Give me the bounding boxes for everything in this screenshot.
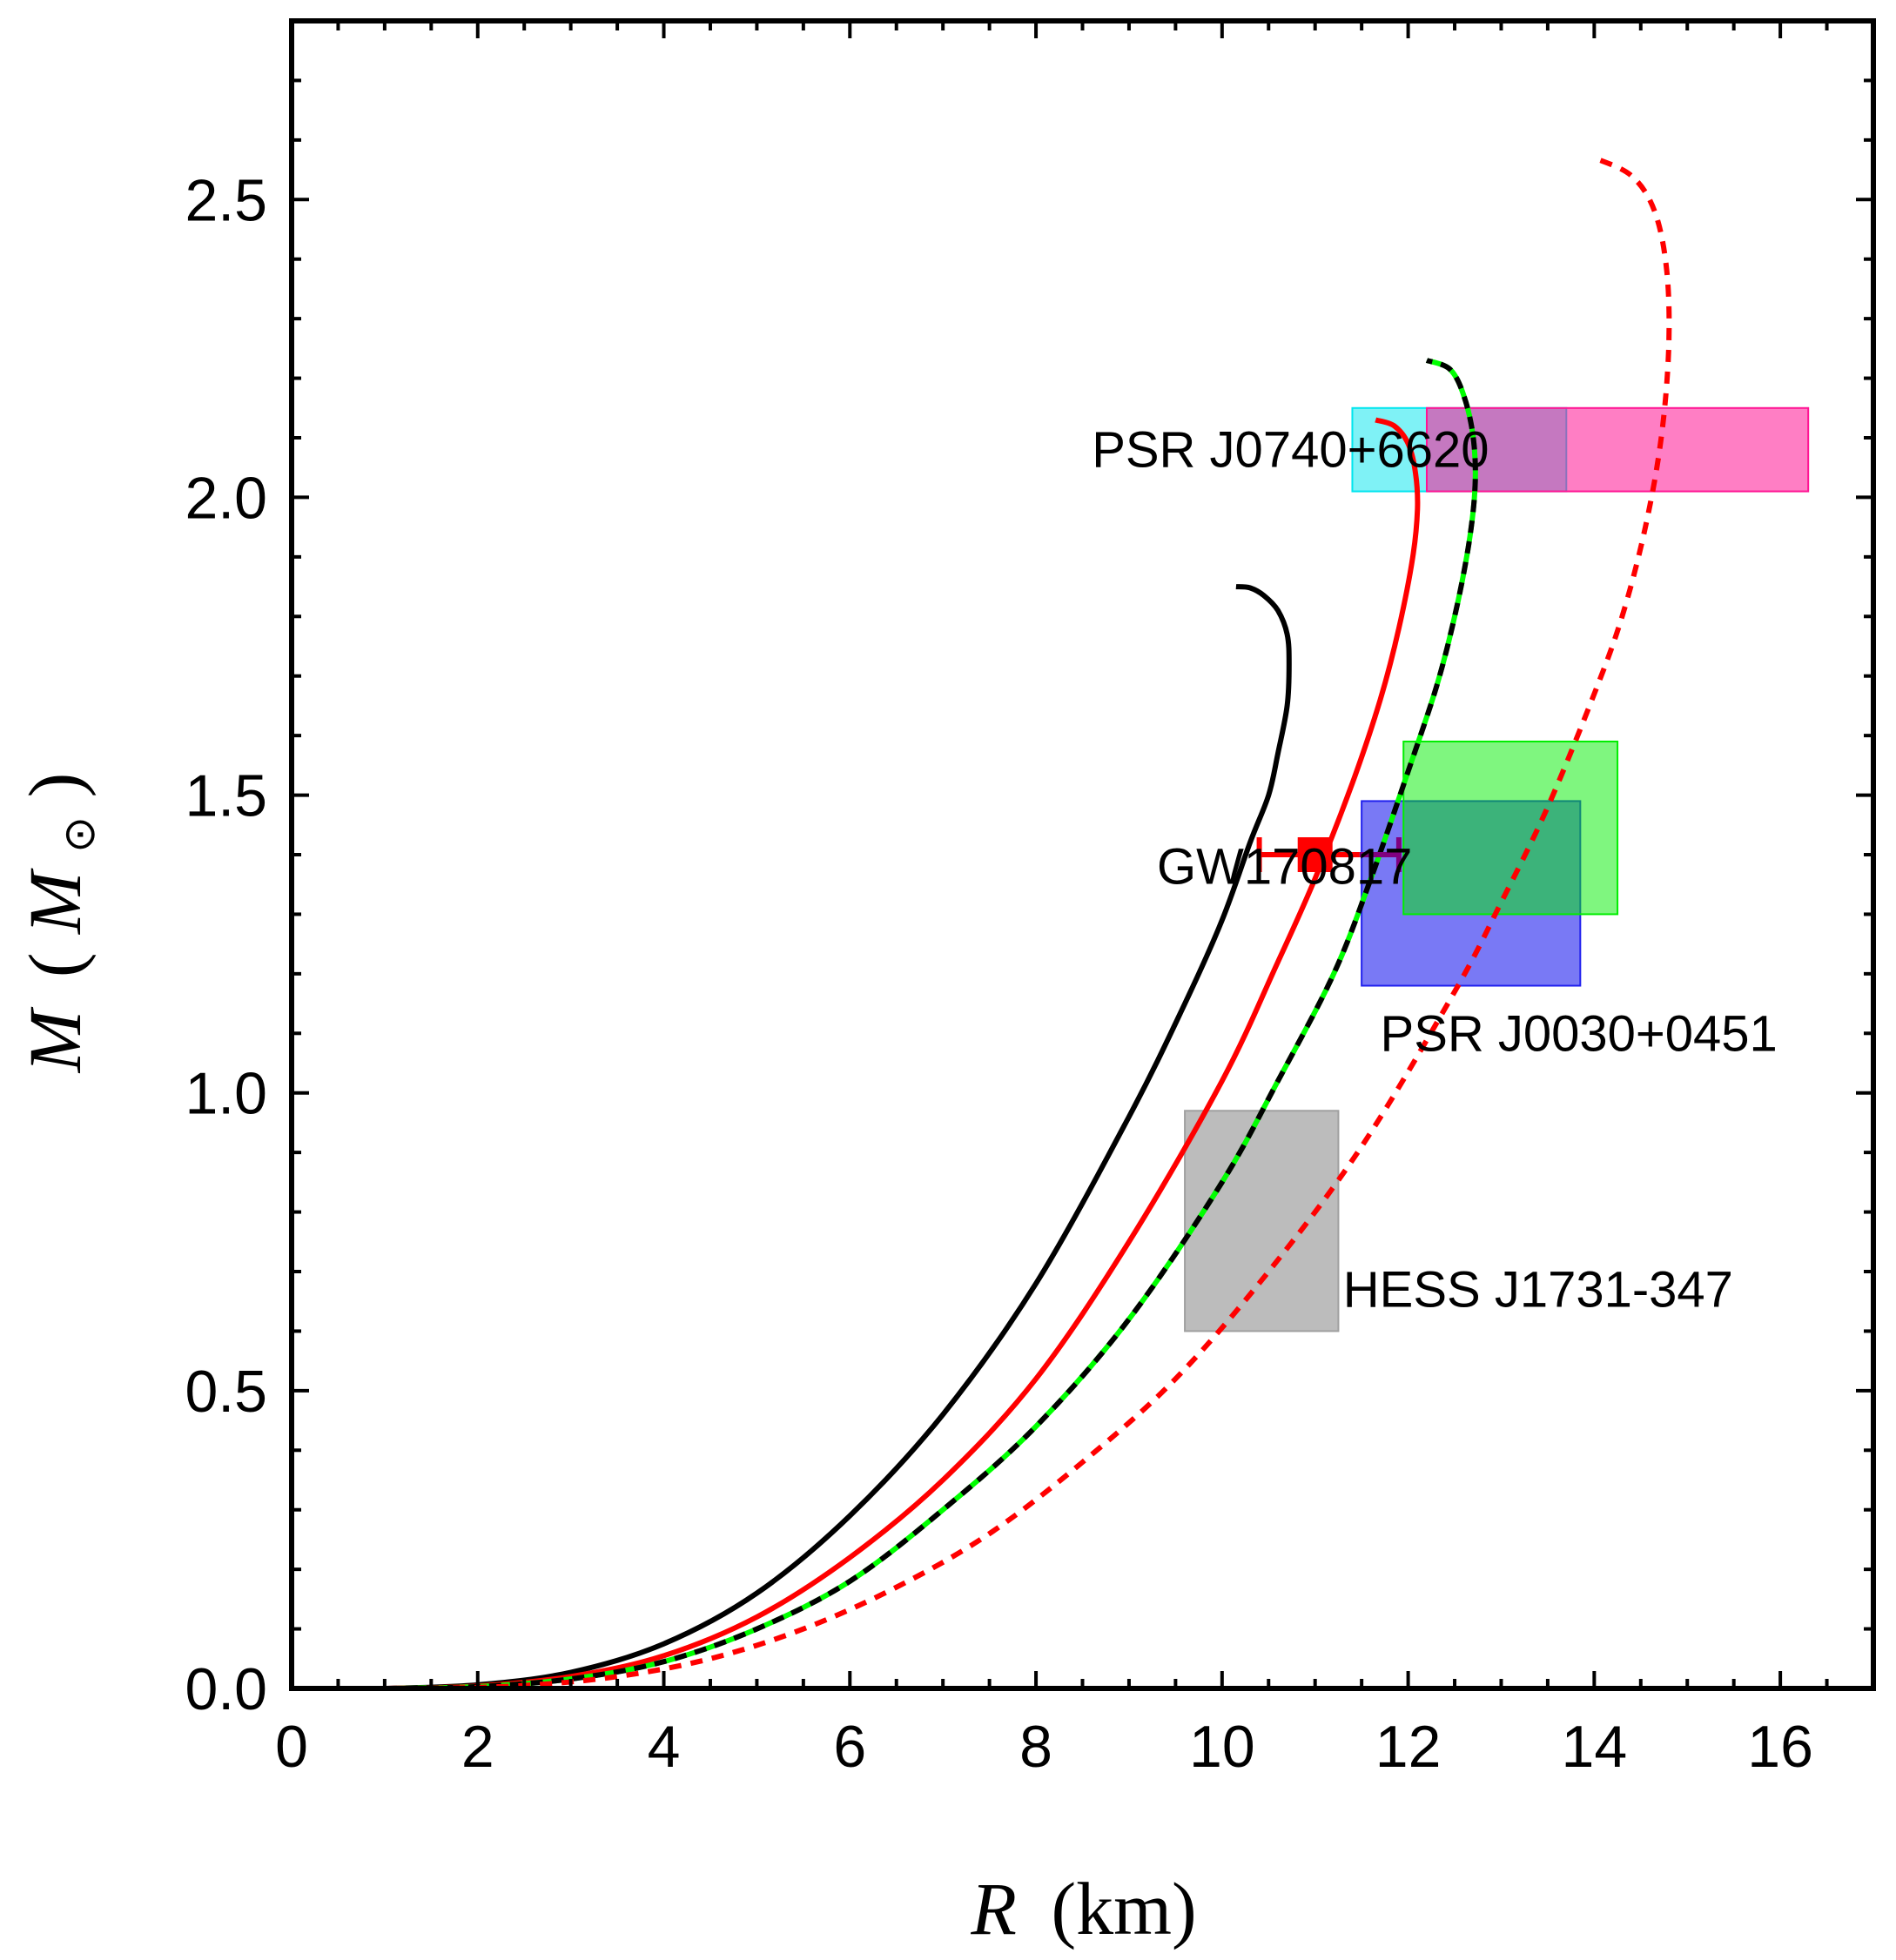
y-axis-unit-sub: ⊙ bbox=[55, 816, 104, 853]
x-tick-label: 2 bbox=[461, 1714, 494, 1780]
x-tick-label: 8 bbox=[1019, 1714, 1052, 1780]
series-red-dashed bbox=[431, 155, 1672, 1691]
x-tick-label: 0 bbox=[275, 1714, 308, 1780]
annotation-3: HESS J1731-347 bbox=[1343, 1262, 1733, 1319]
errorbar-marker bbox=[1297, 837, 1333, 872]
y-tick-label: 0.0 bbox=[185, 1656, 267, 1722]
x-tick-label: 12 bbox=[1375, 1714, 1442, 1780]
x-axis-unit: (km) bbox=[1051, 1867, 1196, 1950]
x-tick-label: 16 bbox=[1747, 1714, 1813, 1780]
regions-layer bbox=[1184, 406, 1810, 1332]
y-tick-label: 2.0 bbox=[185, 465, 267, 531]
y-tick-label: 2.5 bbox=[185, 167, 267, 233]
y-tick-label: 1.0 bbox=[185, 1061, 267, 1127]
x-axis-symbol: R bbox=[970, 1867, 1017, 1950]
x-axis-title: R (km) bbox=[970, 1867, 1196, 1950]
y-axis-title: M ( M ⊙ ) bbox=[13, 773, 111, 1074]
region-3 bbox=[1402, 740, 1619, 916]
y-axis-symbol: M bbox=[13, 1006, 97, 1074]
annotation-0: PSR J0740+6620 bbox=[1092, 422, 1489, 479]
annotation-layer: PSR J0740+6620 GW170817 PSR J0030+0451 HESS… bbox=[1092, 422, 1778, 1319]
region-1 bbox=[1425, 406, 1810, 493]
region-4 bbox=[1184, 1110, 1340, 1332]
series-black-solid bbox=[384, 584, 1292, 1691]
series-black-dashed bbox=[384, 358, 1478, 1691]
x-tick-label: 10 bbox=[1189, 1714, 1255, 1780]
axes-layer: 0 2 4 6 8 10 12 14 16 0.0 0.5 1.0 1.5 2.0 2.5 bbox=[185, 18, 1876, 1780]
y-tick-label: 1.5 bbox=[185, 763, 267, 829]
series-red-solid bbox=[384, 417, 1421, 1691]
errorbar-layer bbox=[1256, 837, 1402, 872]
x-tick-label: 4 bbox=[648, 1714, 681, 1780]
y-axis-unit-close: ) bbox=[13, 773, 97, 798]
y-axis-unit-symbol: M bbox=[13, 868, 97, 936]
series-layer bbox=[384, 155, 1672, 1691]
y-tick-label: 0.5 bbox=[185, 1359, 267, 1425]
x-tick-label: 6 bbox=[833, 1714, 866, 1780]
x-tick-label: 14 bbox=[1562, 1714, 1628, 1780]
y-axis-unit-open: ( bbox=[13, 952, 97, 977]
plot-frame bbox=[289, 18, 1876, 1691]
annotation-2: PSR J0030+0451 bbox=[1381, 1005, 1778, 1062]
annotation-1: GW170817 bbox=[1157, 839, 1412, 896]
